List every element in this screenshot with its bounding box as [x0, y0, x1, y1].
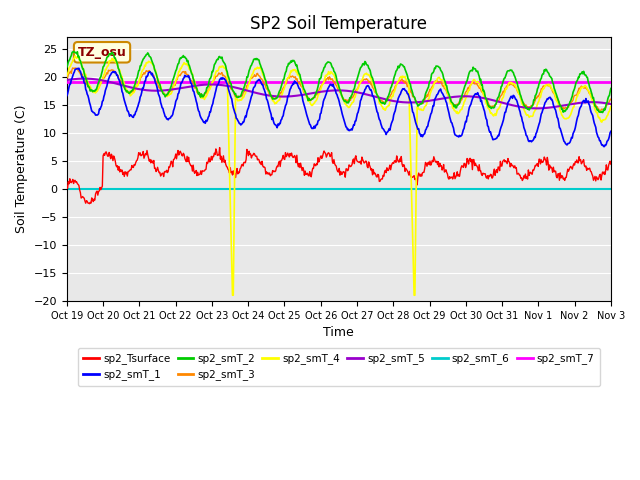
sp2_smT_2 [406, 80, 413, 86]
sp2_smT_6 [129, 186, 136, 192]
Y-axis label: Soil Temperature (C): Soil Temperature (C) [15, 105, 28, 233]
sp2_Tsurface [63, 183, 70, 189]
sp2_smT_7 [405, 79, 413, 85]
sp2_smT_7 [607, 79, 614, 85]
sp2_smT_6 [421, 186, 429, 192]
sp2_smT_5 [214, 82, 221, 87]
sp2_smT_2 [70, 48, 77, 54]
sp2_smT_5 [81, 76, 88, 82]
sp2_smT_7 [184, 79, 192, 85]
sp2_smT_6 [73, 186, 81, 192]
sp2_Tsurface [185, 155, 193, 160]
X-axis label: Time: Time [323, 326, 354, 339]
sp2_Tsurface [214, 153, 221, 158]
sp2_Tsurface [129, 165, 137, 170]
sp2_smT_2 [214, 57, 221, 62]
sp2_smT_2 [63, 64, 70, 70]
sp2_smT_3 [63, 75, 70, 81]
sp2_smT_3 [74, 66, 81, 72]
sp2_smT_5 [185, 84, 193, 90]
sp2_Tsurface [86, 201, 93, 206]
sp2_smT_3 [422, 95, 429, 100]
sp2_Tsurface [216, 144, 223, 150]
sp2_smT_1 [600, 144, 608, 150]
Line: sp2_smT_5: sp2_smT_5 [67, 79, 611, 108]
sp2_smT_4 [185, 64, 193, 70]
sp2_smT_2 [598, 109, 606, 115]
sp2_smT_1 [129, 115, 137, 120]
sp2_smT_6 [405, 186, 413, 192]
sp2_smT_3 [214, 73, 221, 79]
Line: sp2_smT_2: sp2_smT_2 [67, 51, 611, 112]
sp2_smT_6 [607, 186, 614, 192]
sp2_smT_1 [422, 127, 429, 133]
sp2_smT_3 [129, 89, 137, 95]
sp2_Tsurface [73, 179, 81, 185]
sp2_smT_7 [73, 79, 81, 85]
Line: sp2_smT_1: sp2_smT_1 [67, 68, 611, 147]
sp2_smT_1 [185, 73, 193, 79]
sp2_smT_5 [63, 77, 70, 83]
sp2_smT_1 [607, 129, 614, 134]
sp2_smT_5 [406, 100, 413, 106]
Text: TZ_osu: TZ_osu [77, 46, 127, 59]
sp2_smT_2 [422, 91, 429, 97]
sp2_smT_6 [212, 186, 220, 192]
sp2_Tsurface [607, 161, 614, 167]
sp2_Tsurface [406, 172, 414, 178]
sp2_smT_3 [607, 96, 614, 102]
sp2_smT_1 [73, 66, 81, 72]
sp2_smT_3 [185, 73, 193, 79]
sp2_smT_4 [406, 143, 414, 148]
sp2_smT_4 [63, 73, 70, 79]
sp2_smT_3 [596, 108, 604, 114]
sp2_smT_3 [406, 86, 413, 92]
Title: SP2 Soil Temperature: SP2 Soil Temperature [250, 15, 428, 33]
sp2_smT_4 [129, 90, 137, 96]
sp2_smT_2 [129, 87, 137, 93]
sp2_smT_7 [421, 79, 429, 85]
sp2_smT_6 [63, 186, 70, 192]
sp2_smT_7 [129, 79, 136, 85]
sp2_smT_5 [129, 85, 137, 91]
sp2_smT_1 [214, 82, 221, 88]
sp2_smT_2 [185, 61, 193, 67]
sp2_smT_4 [422, 102, 430, 108]
sp2_smT_6 [184, 186, 192, 192]
sp2_smT_7 [212, 79, 220, 85]
Line: sp2_smT_3: sp2_smT_3 [67, 68, 611, 111]
sp2_smT_1 [63, 93, 70, 98]
sp2_smT_1 [75, 65, 83, 71]
Line: sp2_Tsurface: sp2_Tsurface [67, 147, 611, 204]
sp2_smT_3 [69, 65, 77, 71]
sp2_smT_5 [422, 98, 429, 104]
sp2_smT_4 [228, 292, 236, 298]
sp2_smT_4 [71, 53, 79, 59]
sp2_smT_7 [63, 79, 70, 85]
sp2_smT_2 [607, 85, 614, 91]
Legend: sp2_Tsurface, sp2_smT_1, sp2_smT_2, sp2_smT_3, sp2_smT_4, sp2_smT_5, sp2_smT_6, : sp2_Tsurface, sp2_smT_1, sp2_smT_2, sp2_… [78, 348, 600, 385]
sp2_smT_1 [406, 96, 413, 102]
sp2_smT_5 [607, 101, 614, 107]
sp2_smT_2 [74, 49, 81, 55]
sp2_smT_4 [74, 54, 81, 60]
Line: sp2_smT_4: sp2_smT_4 [67, 56, 611, 295]
sp2_smT_5 [533, 106, 541, 111]
sp2_smT_4 [607, 104, 614, 109]
sp2_Tsurface [422, 160, 430, 166]
sp2_smT_5 [73, 76, 81, 82]
sp2_smT_4 [214, 68, 221, 74]
